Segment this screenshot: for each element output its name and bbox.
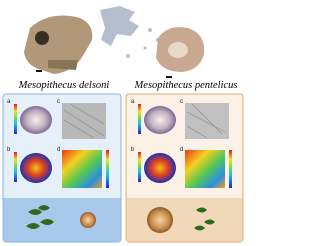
- panel-label: d: [180, 147, 183, 153]
- panel-label: b: [7, 147, 11, 153]
- species-name: Mesopithecus delsoni: [18, 80, 110, 91]
- map: [100, 6, 160, 58]
- diet-left: [3, 198, 121, 242]
- panel-label: d: [57, 147, 60, 153]
- panel-label: a: [131, 99, 135, 105]
- panel-label: c: [57, 99, 60, 105]
- fruit: [80, 212, 96, 228]
- subpanels: [14, 103, 232, 188]
- fruit: [147, 207, 173, 233]
- species-name: Mesopithecus pentelicus: [134, 80, 238, 91]
- leaves: [26, 205, 215, 231]
- diet-right: [126, 198, 243, 242]
- skull-left: [24, 15, 93, 75]
- panel-label: b: [131, 147, 135, 153]
- skull-right: [156, 27, 205, 78]
- panel-label: a: [7, 99, 11, 105]
- panel-label: c: [180, 99, 183, 105]
- graphical-abstract: Mesopithecus delsoni Mesopithecus pentel…: [2, 6, 244, 243]
- panel-labels: a b c d a b c d: [7, 99, 183, 153]
